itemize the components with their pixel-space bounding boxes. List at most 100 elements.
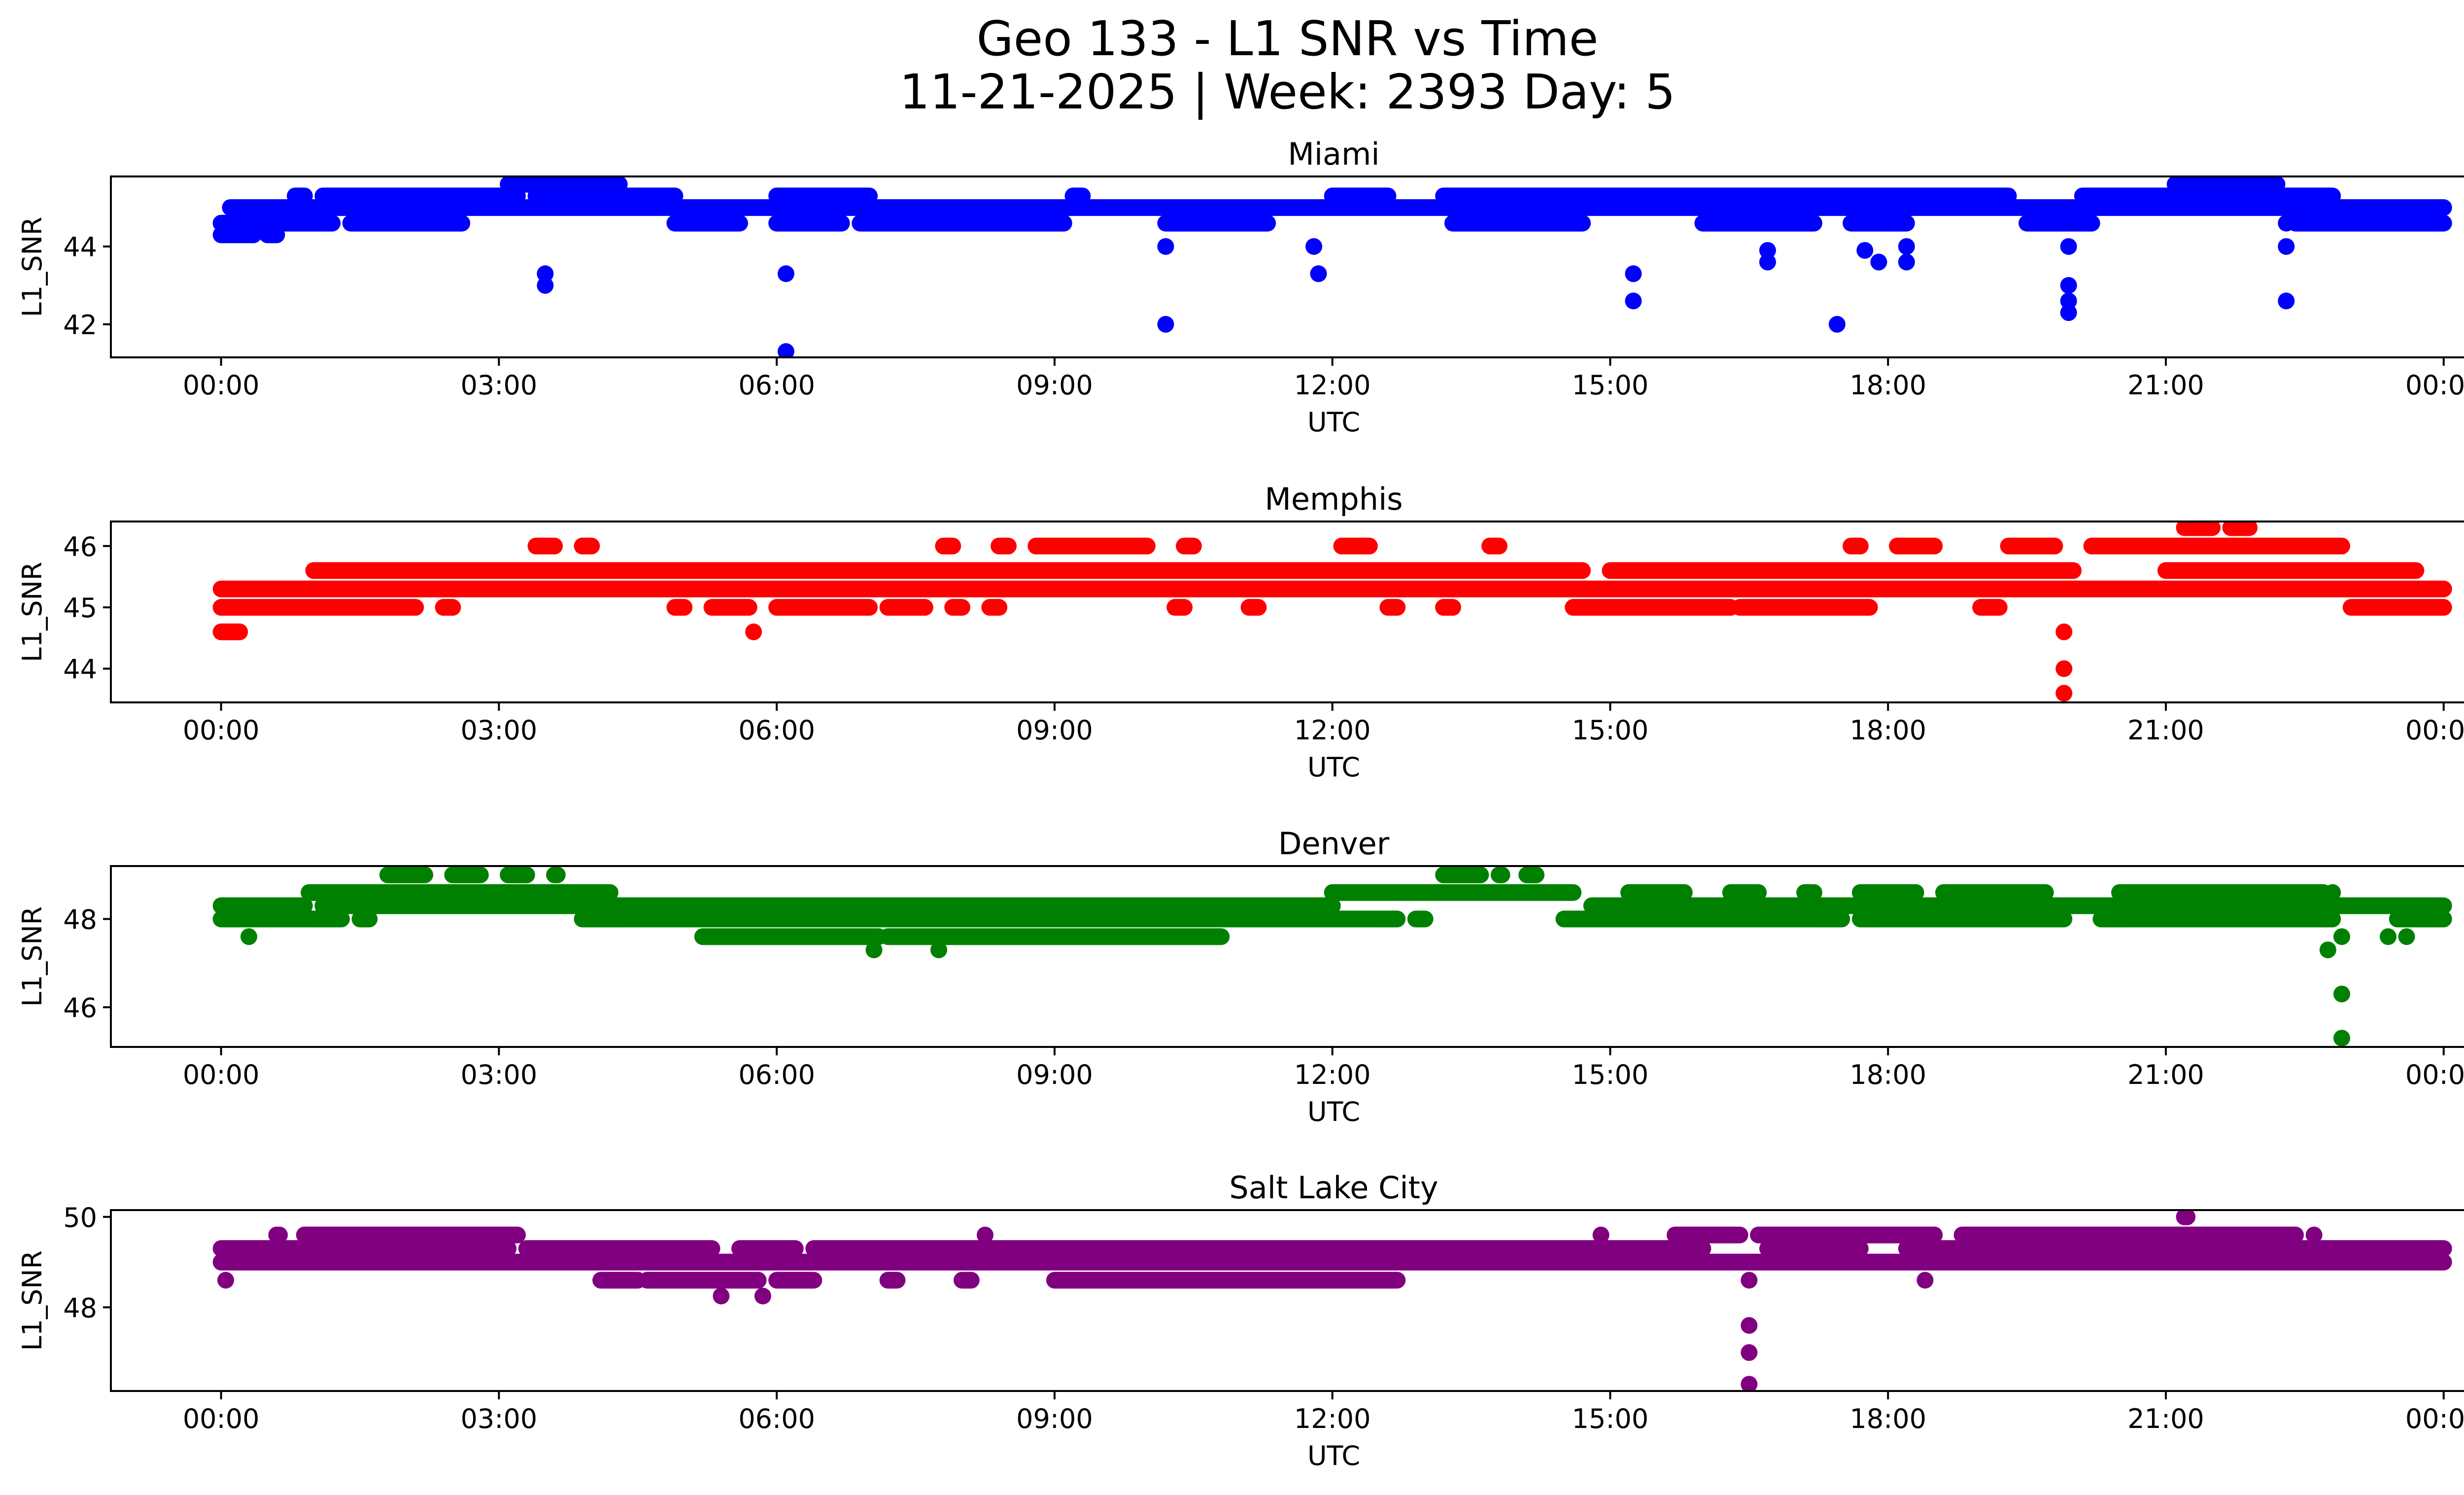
data-point-outlier (865, 941, 883, 959)
data-point-run (694, 928, 887, 945)
subplot-memphis: Memphis 44 45 46 L1_SNR 00:00 03:00 06:00 09:00 1… (17, 481, 2464, 783)
data-point-run (305, 562, 1591, 579)
data-point-outlier (1741, 1344, 1758, 1361)
axes-frame (110, 521, 2464, 703)
data-point-run (1555, 910, 1850, 928)
data-point-outlier (1916, 1272, 1934, 1289)
data-point-run (2019, 214, 2100, 232)
scatter-series (212, 522, 2452, 702)
x-tick-label: 15:00 (1572, 370, 1649, 401)
data-point-run (1898, 1240, 2452, 1257)
data-point-run (879, 928, 1230, 945)
data-point-run (314, 187, 526, 205)
data-point-outlier (2060, 277, 2077, 294)
x-tick-label: 03:00 (461, 1059, 538, 1090)
data-point-outlier (1310, 265, 1327, 282)
data-point-run (2083, 537, 2351, 555)
data-point-run (852, 214, 1072, 232)
data-point-outlier (2333, 985, 2351, 1003)
x-tick-label: 21:00 (2127, 1059, 2204, 1090)
data-point-outlier (1625, 292, 1642, 310)
x-tick-label: 18:00 (1849, 370, 1926, 401)
data-point-outlier (745, 623, 762, 640)
data-point-run (212, 580, 2452, 597)
y-axis-label: L1_SNR (17, 1251, 48, 1351)
subplot-denver: Denver 46 48 L1_SNR 00:00 03:00 06:00 09:00 12:0… (17, 826, 2464, 1127)
data-point-run (944, 599, 970, 616)
x-tick-label: 00:00 (2405, 1403, 2464, 1434)
x-tick-label: 12:00 (1294, 715, 1371, 746)
x-tick-label: 00:00 (183, 1059, 260, 1090)
scatter-series (212, 176, 2452, 357)
data-point (2179, 1210, 2196, 1225)
y-tick-label: 50 (63, 1202, 97, 1233)
data-point-run (379, 866, 434, 883)
x-tick-label: 03:00 (461, 1403, 538, 1434)
data-point-run (1620, 884, 1693, 901)
data-point-run (1064, 187, 1091, 205)
data-point-run (1157, 214, 1276, 232)
data-point-run (2166, 176, 2286, 193)
data-point-outlier (2278, 292, 2295, 310)
data-point-run (212, 623, 248, 640)
data-point-run (2176, 522, 2221, 536)
y-tick-label: 48 (63, 904, 97, 935)
x-tick-label: 00:00 (2405, 1059, 2464, 1090)
x-tick-label: 12:00 (1294, 1403, 1371, 1434)
data-point-run (500, 176, 628, 193)
data-point-outlier (1856, 242, 1874, 259)
data-point-run (212, 910, 350, 928)
data-point-outlier (1741, 1376, 1758, 1391)
data-point-outlier (2398, 928, 2415, 945)
data-point-outlier (2319, 941, 2336, 959)
data-point-run (768, 599, 878, 616)
data-point-run (444, 866, 489, 883)
data-point-run (981, 599, 1008, 616)
data-point-run (592, 1272, 647, 1289)
axes-frame (110, 1209, 2464, 1392)
data-point-outlier (1741, 1317, 1758, 1334)
data-point-run (768, 1272, 822, 1289)
data-point-run (703, 599, 757, 616)
data-point-run (2342, 599, 2452, 616)
data-point-outlier (240, 928, 258, 945)
data-point-run (286, 187, 313, 205)
data-point-run (212, 1253, 2452, 1271)
y-tick-label: 44 (63, 654, 97, 685)
y-tick-label: 48 (63, 1292, 97, 1323)
data-point-run (768, 187, 878, 205)
data-point-run (212, 599, 424, 616)
data-point-run (1518, 866, 1545, 883)
data-point-run (1843, 214, 1915, 232)
data-point-run (2287, 214, 2452, 232)
data-point-run (1750, 1226, 1943, 1244)
x-tick-label: 00:00 (183, 715, 260, 746)
data-point-outlier (1870, 253, 1887, 271)
x-tick-label: 15:00 (1572, 1403, 1649, 1434)
data-point-run (1435, 866, 1489, 883)
data-point-run (1851, 910, 2073, 928)
data-point-outlier (713, 1287, 730, 1305)
data-point-run (1333, 537, 1378, 555)
data-point-outlier (1305, 238, 1323, 255)
data-point-run (1843, 537, 1869, 555)
data-point-outlier (2055, 685, 2073, 702)
data-point-outlier (1592, 1226, 1609, 1244)
y-axis-label: L1_SNR (17, 562, 48, 662)
data-point (548, 866, 566, 883)
data-point-run (1759, 1240, 1869, 1257)
data-point-run (212, 214, 341, 232)
data-point-run (2000, 537, 2063, 555)
x-tick-label: 03:00 (461, 370, 538, 401)
data-point-outlier (1898, 238, 1915, 255)
data-point-outlier (537, 277, 554, 294)
data-point-run (2222, 522, 2258, 536)
data-point-run (1379, 599, 1406, 616)
data-point (271, 1226, 288, 1244)
y-axis-label: L1_SNR (17, 906, 48, 1007)
data-point-run (1666, 1226, 1748, 1244)
y-tick-label: 45 (63, 592, 97, 624)
data-point-run (1583, 897, 2452, 914)
subplot-miami: Miami 42 44 L1_SNR 00:00 03:00 06:00 09:00 12:00… (17, 136, 2464, 438)
